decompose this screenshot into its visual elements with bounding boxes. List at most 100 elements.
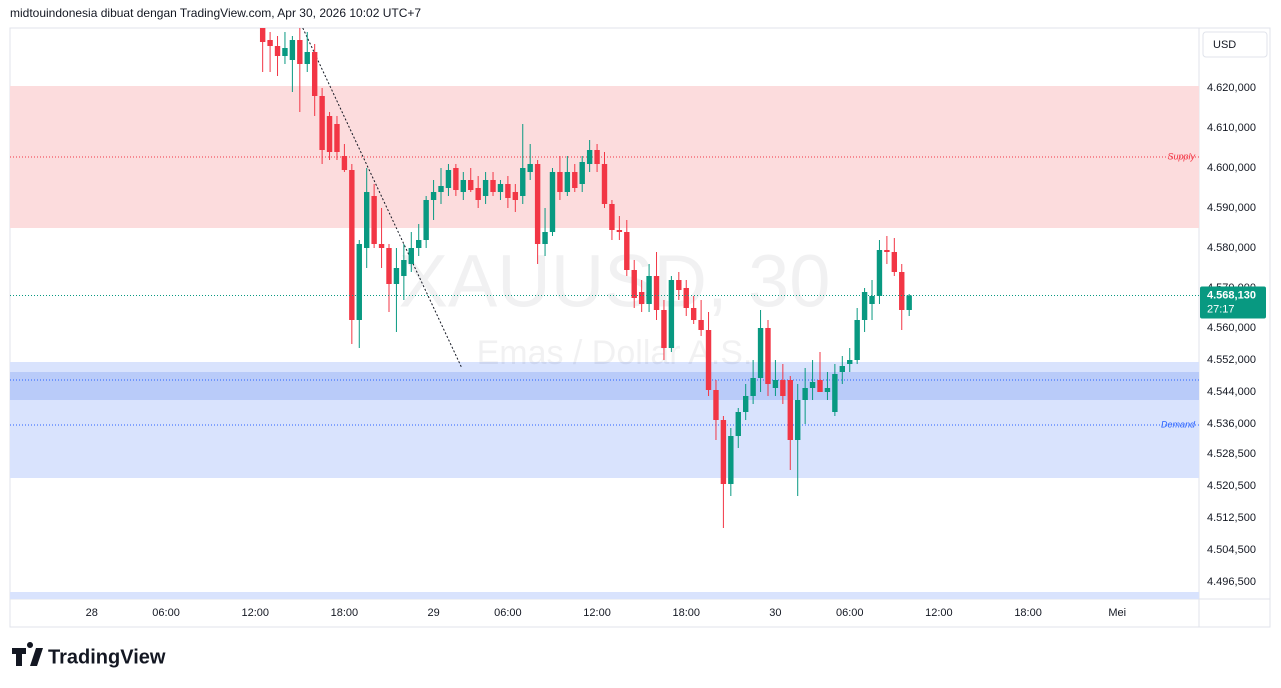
candle-body [586,150,593,164]
candle-body [683,288,689,308]
candle-body [869,296,875,304]
candle-body [453,168,459,190]
candle-body [824,388,831,392]
zone-label: Demand [1161,419,1196,429]
logo-icon [12,642,43,666]
countdown: 27:17 [1207,303,1235,315]
zone-core [10,372,1199,400]
candle-body [720,420,727,484]
candle-body [416,240,422,248]
candle-body [505,184,511,198]
zone-label: Supply [1167,151,1195,161]
candle-body [527,164,533,172]
candle-body [705,330,712,390]
currency: USD [1213,39,1236,51]
x-tick-label: 06:00 [836,607,864,619]
candle-body [817,380,823,392]
x-tick-label: 06:00 [494,607,522,619]
candle-body [334,124,340,152]
y-tick-label: 4.552,000 [1207,354,1256,366]
candle-body [876,250,883,296]
candle-body [757,328,764,378]
candle-body [891,252,898,272]
candle-body [579,162,585,184]
candle-body [638,292,645,304]
candle-body [572,172,578,188]
candle-body [624,232,630,270]
candle-body [430,192,437,200]
candle-body [289,40,296,60]
candle-body [326,116,333,152]
candle-body [735,412,741,436]
candle-body [297,40,303,64]
candle-body [713,390,719,420]
watermark-symbol: XAUUSD, 30 [399,240,831,323]
candle-body [609,204,615,230]
candle-body [490,180,496,192]
candle-body [616,230,623,232]
x-tick-label: 12:00 [241,607,269,619]
candle-body [408,248,414,264]
candle-body [861,292,868,320]
candle-body [698,320,704,330]
x-tick-label: 12:00 [925,607,953,619]
candle-body [557,172,563,192]
y-tick-label: 4.600,000 [1207,162,1256,174]
header: midtouindonesia dibuat dengan TradingVie… [10,6,421,20]
candle-body [847,360,853,364]
y-tick-label: 4.496,500 [1207,576,1256,588]
y-tick-label: 4.610,000 [1207,122,1256,134]
candle-body [631,270,637,298]
x-tick-label: Mei [1108,607,1126,619]
candle-body [542,232,548,244]
y-tick-label: 4.620,000 [1207,82,1256,94]
candle-body [742,396,749,412]
y-tick-label: 4.504,500 [1207,544,1256,556]
candle-body [832,374,838,412]
candle-body [750,378,756,396]
candle-body [349,170,355,320]
candle-body [393,268,400,284]
candle-body [482,180,489,196]
candle-body [311,52,318,96]
candle-body [356,244,362,320]
x-tick-label: 18:00 [331,607,359,619]
candle-body [787,380,793,440]
currency-box[interactable] [1202,31,1268,58]
x-tick-label: 06:00 [152,607,180,619]
candle-body [423,200,429,240]
candle-body [653,276,660,310]
x-tick-label: 18:00 [1014,607,1042,619]
candle-body [549,172,556,232]
candle-body [809,382,816,388]
candle-body [371,196,377,244]
zone-edge [10,592,1199,599]
candle-body [364,192,370,248]
candle-body [460,180,467,192]
candle-body [468,180,474,190]
candle-body [765,328,771,384]
x-tick-label: 28 [86,607,98,619]
candle-body [534,164,541,244]
candle-body [601,164,608,204]
candle-body [512,192,519,200]
candle-body [386,248,392,284]
candle-body [854,320,860,360]
price-label: 4.568,130 [1207,289,1256,301]
candle-body [267,40,273,46]
candle-body [802,388,808,400]
candle-body [668,280,675,348]
x-tick-label: 18:00 [672,607,700,619]
y-tick-label: 4.590,000 [1207,202,1256,214]
candle-body [304,52,310,64]
y-tick-label: 4.528,500 [1207,448,1256,460]
candle-body [728,436,734,484]
candle-body [445,170,452,188]
candle-body [884,250,890,252]
candle-body [899,272,905,310]
candle-body [274,46,281,56]
y-tick-label: 4.560,000 [1207,322,1256,334]
candle-body [259,28,266,42]
